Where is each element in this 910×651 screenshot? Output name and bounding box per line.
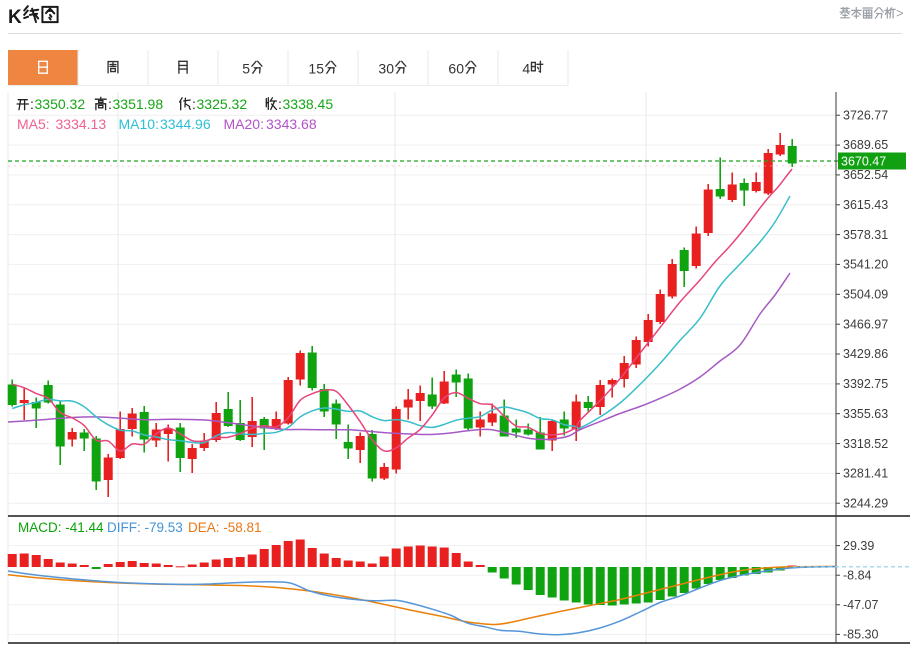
svg-text::: : [192, 96, 196, 112]
svg-text:5: 5 [316, 61, 324, 77]
svg-text:3244.29: 3244.29 [843, 496, 888, 510]
svg-text:-47.07: -47.07 [843, 598, 878, 612]
svg-text:-85.30: -85.30 [843, 628, 878, 642]
svg-text:3: 3 [378, 61, 386, 77]
svg-text:3355.63: 3355.63 [843, 407, 888, 421]
svg-text:3334.13: 3334.13 [56, 116, 107, 132]
svg-text:3466.97: 3466.97 [843, 317, 888, 331]
svg-text:MACD: -41.44: MACD: -41.44 [18, 520, 104, 535]
svg-text::: : [108, 96, 112, 112]
svg-text:3578.31: 3578.31 [843, 228, 888, 242]
svg-text:3325.32: 3325.32 [197, 96, 248, 112]
svg-text:DEA: -58.81: DEA: -58.81 [188, 520, 262, 535]
svg-text:3541.20: 3541.20 [843, 258, 888, 272]
svg-text:4: 4 [522, 61, 530, 77]
svg-text:>: > [896, 6, 904, 21]
svg-text:3344.96: 3344.96 [160, 116, 211, 132]
svg-text:MA10:: MA10: [119, 116, 159, 132]
svg-text:1: 1 [308, 61, 316, 77]
svg-text:3689.65: 3689.65 [843, 138, 888, 152]
svg-text:29.39: 29.39 [843, 539, 874, 553]
svg-text::: : [30, 96, 34, 112]
svg-text:3652.54: 3652.54 [843, 168, 888, 182]
svg-text:MA5:: MA5: [17, 116, 50, 132]
svg-text:3350.32: 3350.32 [35, 96, 86, 112]
svg-text:DIFF: -79.53: DIFF: -79.53 [107, 520, 183, 535]
svg-text:3726.77: 3726.77 [843, 108, 888, 122]
svg-text:0: 0 [456, 61, 464, 77]
svg-text:3281.41: 3281.41 [843, 467, 888, 481]
svg-text:3351.98: 3351.98 [113, 96, 164, 112]
svg-text:3429.86: 3429.86 [843, 347, 888, 361]
svg-text:-8.84: -8.84 [843, 568, 872, 582]
svg-text:3615.43: 3615.43 [843, 198, 888, 212]
svg-text:3392.75: 3392.75 [843, 377, 888, 391]
svg-text:3338.45: 3338.45 [283, 96, 334, 112]
svg-text:3343.68: 3343.68 [266, 116, 317, 132]
svg-text:6: 6 [448, 61, 456, 77]
svg-text:3504.09: 3504.09 [843, 288, 888, 302]
svg-text:5: 5 [242, 61, 250, 77]
svg-text:0: 0 [386, 61, 394, 77]
svg-text:K: K [8, 7, 22, 28]
svg-text:3318.52: 3318.52 [843, 437, 888, 451]
svg-text:3670.47: 3670.47 [841, 155, 886, 169]
svg-text:MA20:: MA20: [224, 116, 264, 132]
svg-text::: : [278, 96, 282, 112]
